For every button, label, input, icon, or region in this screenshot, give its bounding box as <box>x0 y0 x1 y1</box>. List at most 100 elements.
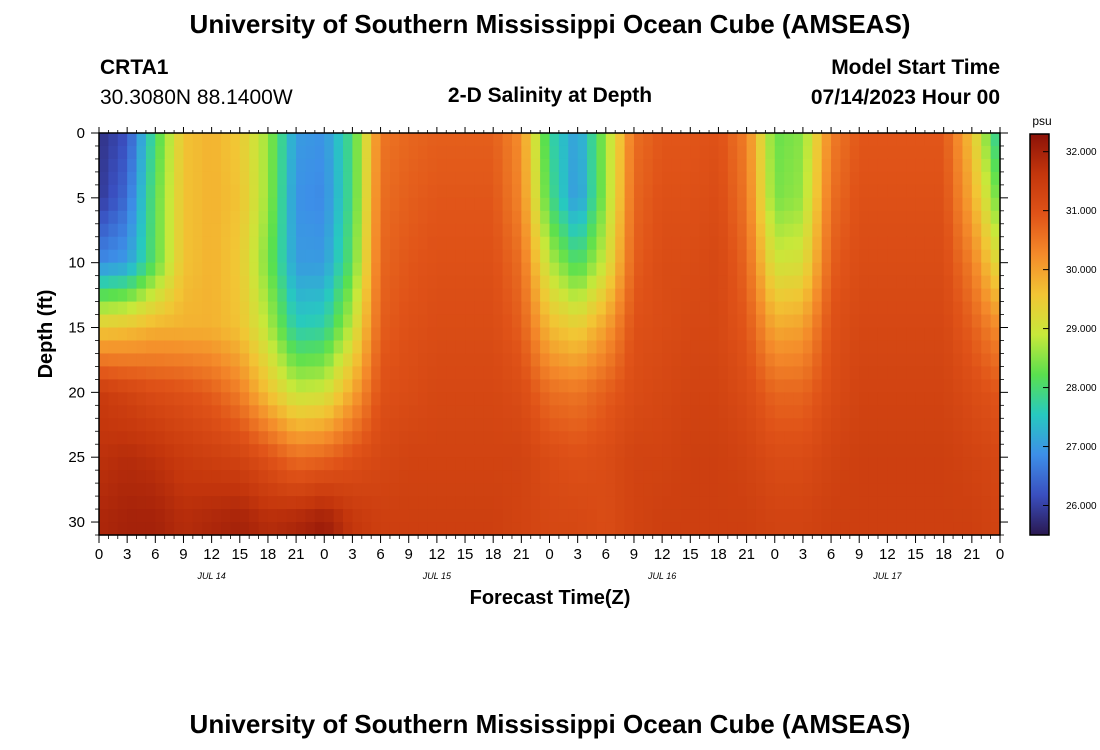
heat-cell <box>821 171 832 186</box>
heat-cell <box>258 483 269 497</box>
heat-cell <box>558 145 569 160</box>
heat-cell <box>802 197 813 212</box>
heat-cell <box>718 145 729 160</box>
heat-cell <box>174 288 185 303</box>
heat-cell <box>174 353 185 368</box>
heat-cell <box>549 366 560 380</box>
heat-cell <box>108 288 119 303</box>
heat-cell <box>249 496 260 510</box>
heat-cell <box>652 249 663 264</box>
heat-cell <box>784 184 795 199</box>
heat-cell <box>765 379 776 393</box>
heat-cell <box>408 197 419 212</box>
heat-cell <box>211 171 222 186</box>
heat-cell <box>746 392 757 406</box>
heat-cell <box>718 509 729 523</box>
heat-cell <box>793 314 804 329</box>
heat-cell <box>99 496 109 510</box>
heat-cell <box>483 145 494 160</box>
heat-cell <box>145 171 156 186</box>
heat-cell <box>690 197 701 212</box>
heat-cell <box>483 288 494 303</box>
heat-cell <box>436 470 447 484</box>
heat-cell <box>192 405 203 419</box>
heat-cell <box>502 457 513 471</box>
heat-cell <box>821 288 832 303</box>
heat-cell <box>352 314 363 329</box>
heat-cell <box>709 444 720 458</box>
heat-cell <box>511 288 522 303</box>
heat-cell <box>371 418 382 432</box>
heat-cell <box>296 197 307 212</box>
heat-cell <box>164 314 175 329</box>
heat-cell <box>652 392 663 406</box>
heat-cell <box>709 522 720 536</box>
heat-cell <box>643 418 654 432</box>
heat-cell <box>230 522 241 536</box>
heat-cell <box>502 379 513 393</box>
heat-cell <box>934 236 945 251</box>
heat-cell <box>868 275 879 290</box>
heat-cell <box>314 483 325 497</box>
heat-cell <box>953 470 964 484</box>
heat-cell <box>915 379 926 393</box>
heat-cell <box>117 340 128 355</box>
heat-cell <box>821 496 832 510</box>
heat-cell <box>99 301 109 316</box>
heat-cell <box>615 288 626 303</box>
heat-cell <box>418 288 429 303</box>
heat-cell <box>934 197 945 212</box>
heat-cell <box>774 314 785 329</box>
heat-cell <box>343 184 354 199</box>
heat-cell <box>953 249 964 264</box>
heat-cell <box>709 184 720 199</box>
heat-cell <box>549 418 560 432</box>
heat-cell <box>802 457 813 471</box>
heat-cell <box>305 197 316 212</box>
heat-cell <box>943 197 954 212</box>
heat-cell <box>192 171 203 186</box>
heat-cell <box>699 327 710 342</box>
heat-cell <box>671 327 682 342</box>
heat-cell <box>990 301 1001 316</box>
heat-cell <box>230 483 241 497</box>
heat-cell <box>887 418 898 432</box>
heat-cell <box>418 158 429 173</box>
heat-cell <box>540 301 551 316</box>
heat-cell <box>859 431 870 445</box>
heat-cell <box>446 353 457 368</box>
heat-cell <box>436 314 447 329</box>
heat-cell <box>718 444 729 458</box>
heat-cell <box>211 431 222 445</box>
heat-cell <box>962 288 973 303</box>
heat-cell <box>605 262 616 277</box>
heat-cell <box>427 249 438 264</box>
heat-cell <box>793 457 804 471</box>
heat-cell <box>831 184 842 199</box>
heat-cell <box>155 483 166 497</box>
heat-cell <box>221 496 231 510</box>
heat-cell <box>840 431 851 445</box>
heat-cell <box>718 288 729 303</box>
heat-cell <box>483 158 494 173</box>
heat-cell <box>812 210 823 225</box>
heat-cell <box>587 392 598 406</box>
heat-cell <box>418 327 429 342</box>
heat-cell <box>877 275 888 290</box>
heat-cell <box>812 262 823 277</box>
heat-cell <box>774 483 785 497</box>
heat-cell <box>183 483 194 497</box>
heat-cell <box>784 236 795 251</box>
heat-cell <box>202 353 213 368</box>
heat-cell <box>784 210 795 225</box>
heat-cell <box>408 457 419 471</box>
heat-cell <box>371 249 382 264</box>
heat-cell <box>633 223 644 238</box>
heat-cell <box>793 288 804 303</box>
heat-cell <box>596 288 607 303</box>
heat-cell <box>155 262 166 277</box>
heat-cell <box>924 353 935 368</box>
heat-cell <box>887 392 898 406</box>
heat-cell <box>474 405 485 419</box>
heat-cell <box>915 301 926 316</box>
